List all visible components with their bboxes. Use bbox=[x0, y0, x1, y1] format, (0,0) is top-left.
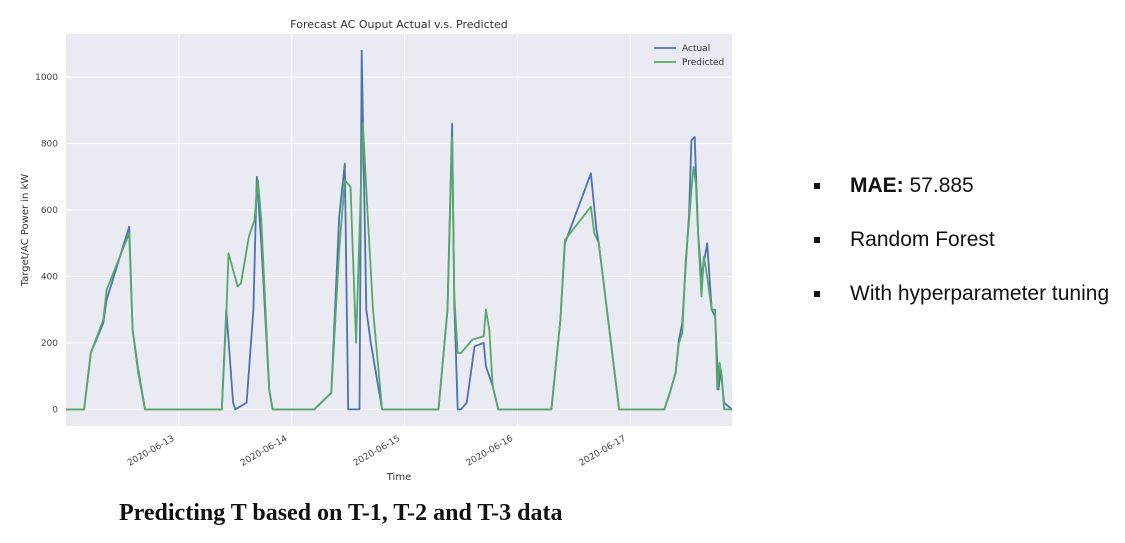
bullet-item-model: Random Forest bbox=[812, 226, 1112, 254]
x-tick-label: 2020-06-16 bbox=[465, 434, 516, 469]
bullet-item-mae: MAE: 57.885 bbox=[812, 172, 1112, 200]
slide-caption: Predicting T based on T-1, T-2 and T-3 d… bbox=[119, 500, 563, 526]
mae-label: MAE: bbox=[850, 174, 904, 197]
series-line-predicted bbox=[66, 122, 732, 411]
legend-label-actual: Actual bbox=[682, 44, 710, 54]
y-tick-label: 200 bbox=[41, 339, 58, 349]
y-tick-label: 600 bbox=[41, 206, 58, 216]
x-axis-title: Time bbox=[386, 472, 411, 483]
tuning-text: With hyperparameter tuning bbox=[850, 282, 1110, 305]
x-tick-label: 2020-06-13 bbox=[126, 434, 176, 469]
forecast-chart: 0 200 400 600 800 1000 2020-06-13 2020-06-14 202… bbox=[20, 18, 733, 483]
x-tick-label: 2020-06-15 bbox=[352, 434, 402, 469]
x-tick-label: 2020-06-17 bbox=[578, 434, 628, 469]
y-tick-label: 800 bbox=[41, 140, 58, 150]
chart-title: Forecast AC Ouput Actual v.s. Predicted bbox=[290, 18, 507, 31]
mae-value: 57.885 bbox=[903, 174, 974, 197]
bullet-square-icon bbox=[814, 291, 820, 297]
model-text: Random Forest bbox=[850, 228, 995, 251]
chart-svg: 0 200 400 600 800 1000 2020-06-13 2020-06-14 202… bbox=[20, 18, 733, 483]
legend-label-predicted: Predicted bbox=[682, 58, 724, 68]
y-tick-label: 400 bbox=[41, 273, 58, 283]
plot-background bbox=[66, 34, 732, 426]
y-tick-label: 1000 bbox=[35, 73, 58, 83]
bullet-item-tuning: With hyperparameter tuning bbox=[812, 280, 1112, 308]
x-tick-label: 2020-06-14 bbox=[239, 434, 290, 469]
bullet-square-icon bbox=[814, 183, 820, 189]
bullet-list: MAE: 57.885 Random Forest With hyperpara… bbox=[812, 172, 1112, 334]
y-tick-label: 0 bbox=[52, 405, 58, 415]
y-axis-title: Target/AC Power in kW bbox=[20, 174, 31, 288]
bullet-square-icon bbox=[814, 237, 820, 243]
